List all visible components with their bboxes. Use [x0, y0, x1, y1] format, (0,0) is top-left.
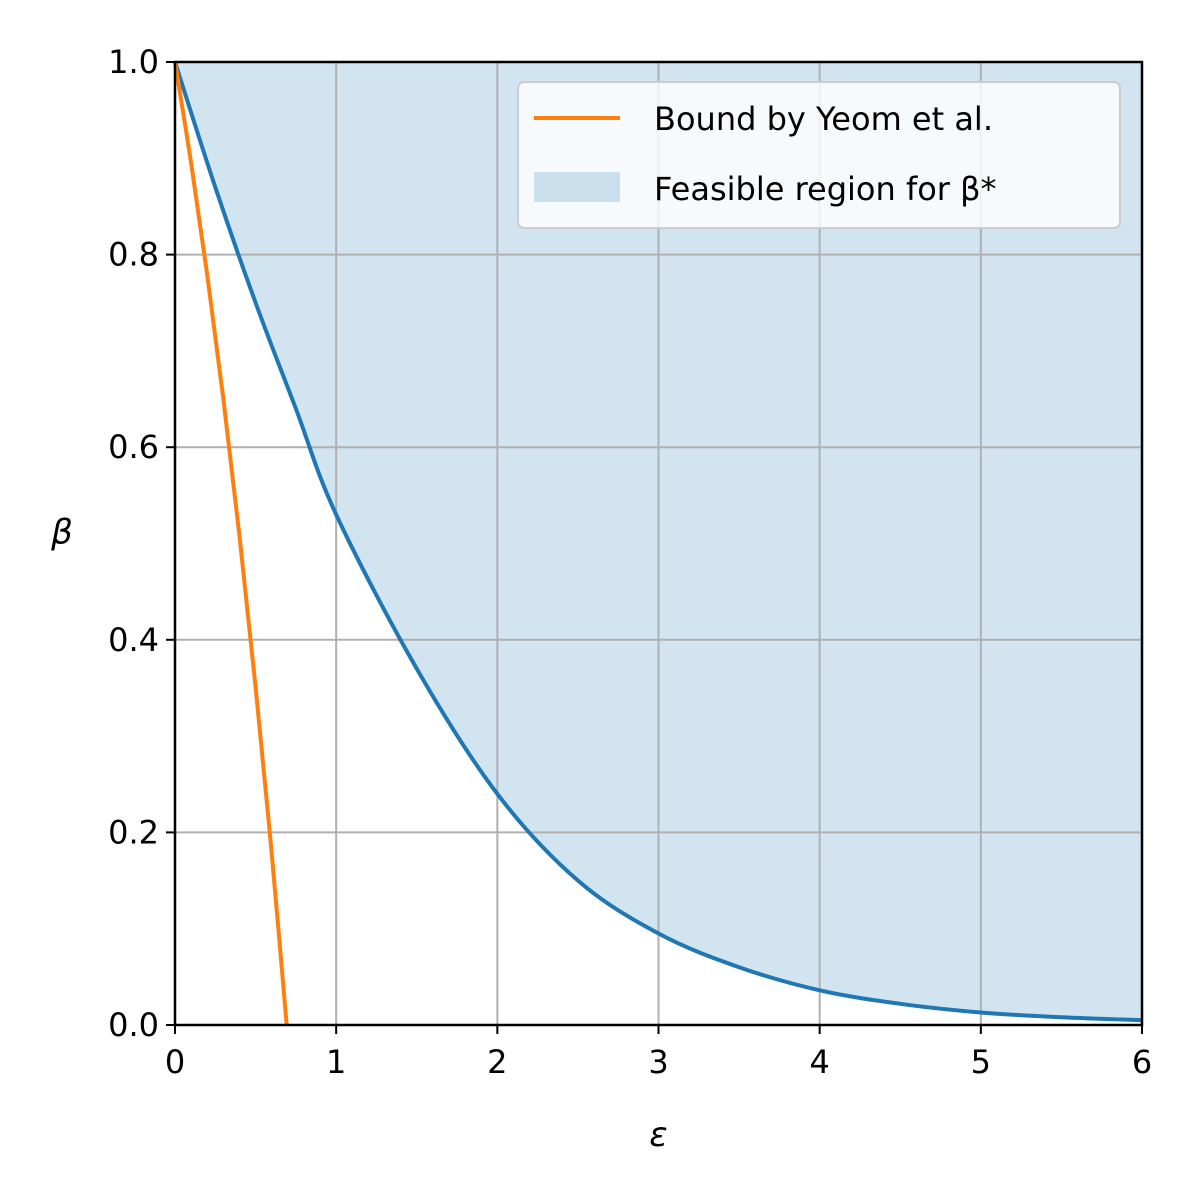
y-tick-label: 0.0 [108, 1006, 159, 1044]
x-tick-label: 3 [648, 1043, 668, 1081]
y-tick-label: 0.4 [108, 621, 159, 659]
x-tick-label: 1 [326, 1043, 346, 1081]
x-tick-label: 4 [809, 1043, 829, 1081]
yeom-bound-line [173, 61, 289, 1026]
legend-box [517, 81, 1121, 229]
x-tick-label: 6 [1132, 1043, 1152, 1081]
y-tick-label: 0.6 [108, 428, 159, 466]
legend: Bound by Yeom et al. Feasible region for… [517, 81, 1121, 229]
legend-swatch-feasible-region [534, 172, 620, 202]
x-tick-label: 2 [487, 1043, 507, 1081]
legend-entry-yeom-bound: Bound by Yeom et al. [654, 100, 993, 138]
y-tick-label: 1.0 [108, 43, 159, 81]
y-axis-label: β [50, 513, 73, 553]
x-tick-label: 5 [971, 1043, 991, 1081]
x-axis-label: ε [649, 1115, 667, 1155]
x-tick-label: 0 [165, 1043, 185, 1081]
y-tick-label: 0.2 [108, 813, 159, 851]
blue-bound-line [173, 61, 1143, 1023]
series-layer [173, 61, 1143, 1026]
legend-entry-feasible-region: Feasible region for β* [654, 170, 997, 208]
ticks: 0 1 2 3 4 5 6 0.0 0.2 0.4 0.6 0.8 1.0 [108, 43, 1152, 1081]
y-tick-label: 0.8 [108, 236, 159, 274]
